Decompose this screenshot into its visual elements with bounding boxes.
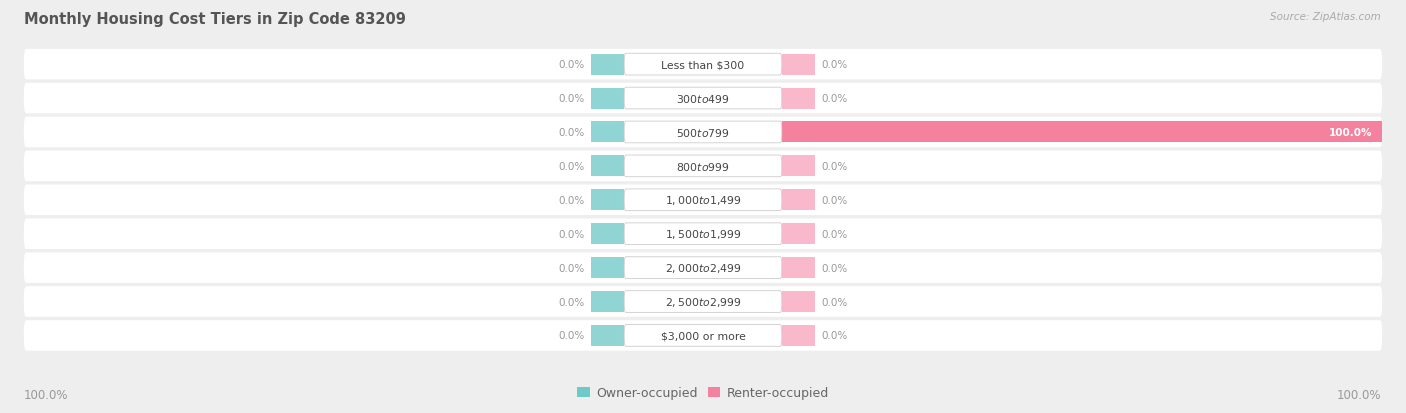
FancyBboxPatch shape <box>24 185 1382 216</box>
Text: 0.0%: 0.0% <box>821 229 848 239</box>
Text: 100.0%: 100.0% <box>1329 128 1372 138</box>
FancyBboxPatch shape <box>24 253 1382 283</box>
FancyBboxPatch shape <box>624 88 782 109</box>
Text: $300 to $499: $300 to $499 <box>676 93 730 105</box>
Bar <box>782 325 814 346</box>
Text: 0.0%: 0.0% <box>558 128 585 138</box>
FancyBboxPatch shape <box>24 50 1382 80</box>
FancyBboxPatch shape <box>624 190 782 211</box>
FancyBboxPatch shape <box>624 54 782 76</box>
Bar <box>592 291 624 312</box>
Bar <box>782 88 814 109</box>
Text: 0.0%: 0.0% <box>558 331 585 341</box>
Bar <box>782 122 1382 143</box>
Legend: Owner-occupied, Renter-occupied: Owner-occupied, Renter-occupied <box>572 381 834 404</box>
Text: 0.0%: 0.0% <box>558 297 585 307</box>
Bar <box>592 190 624 211</box>
Text: Source: ZipAtlas.com: Source: ZipAtlas.com <box>1270 12 1381 22</box>
FancyBboxPatch shape <box>24 287 1382 317</box>
Text: 0.0%: 0.0% <box>821 263 848 273</box>
Bar <box>782 190 814 211</box>
Text: $2,000 to $2,499: $2,000 to $2,499 <box>665 261 741 275</box>
FancyBboxPatch shape <box>24 320 1382 351</box>
Text: 0.0%: 0.0% <box>821 161 848 171</box>
Bar <box>592 224 624 244</box>
Bar <box>782 257 814 278</box>
Text: 0.0%: 0.0% <box>821 60 848 70</box>
Text: $3,000 or more: $3,000 or more <box>661 331 745 341</box>
Text: $500 to $799: $500 to $799 <box>676 127 730 139</box>
Text: 0.0%: 0.0% <box>821 195 848 205</box>
Bar <box>592 55 624 76</box>
Bar <box>782 224 814 244</box>
Bar <box>592 257 624 278</box>
Text: $2,500 to $2,999: $2,500 to $2,999 <box>665 295 741 308</box>
Text: 0.0%: 0.0% <box>558 195 585 205</box>
Text: 0.0%: 0.0% <box>558 229 585 239</box>
FancyBboxPatch shape <box>24 219 1382 249</box>
FancyBboxPatch shape <box>24 151 1382 182</box>
Text: $800 to $999: $800 to $999 <box>676 161 730 173</box>
Bar <box>592 156 624 177</box>
FancyBboxPatch shape <box>624 325 782 347</box>
Text: 0.0%: 0.0% <box>558 161 585 171</box>
Text: 0.0%: 0.0% <box>821 331 848 341</box>
FancyBboxPatch shape <box>624 223 782 245</box>
FancyBboxPatch shape <box>624 257 782 279</box>
FancyBboxPatch shape <box>624 122 782 143</box>
FancyBboxPatch shape <box>24 117 1382 148</box>
Text: 0.0%: 0.0% <box>558 263 585 273</box>
Bar <box>782 156 814 177</box>
FancyBboxPatch shape <box>24 83 1382 114</box>
Bar <box>592 88 624 109</box>
FancyBboxPatch shape <box>624 156 782 177</box>
FancyBboxPatch shape <box>624 291 782 313</box>
Bar <box>782 291 814 312</box>
Text: 0.0%: 0.0% <box>821 94 848 104</box>
Bar <box>592 325 624 346</box>
Text: $1,000 to $1,499: $1,000 to $1,499 <box>665 194 741 207</box>
Text: 0.0%: 0.0% <box>821 297 848 307</box>
Text: 100.0%: 100.0% <box>24 388 69 401</box>
Text: Less than $300: Less than $300 <box>661 60 745 70</box>
Text: 100.0%: 100.0% <box>1336 388 1381 401</box>
Text: 0.0%: 0.0% <box>558 94 585 104</box>
Bar <box>592 122 624 143</box>
Text: Monthly Housing Cost Tiers in Zip Code 83209: Monthly Housing Cost Tiers in Zip Code 8… <box>24 12 406 27</box>
Text: 0.0%: 0.0% <box>558 60 585 70</box>
Bar <box>782 55 814 76</box>
Text: $1,500 to $1,999: $1,500 to $1,999 <box>665 228 741 241</box>
